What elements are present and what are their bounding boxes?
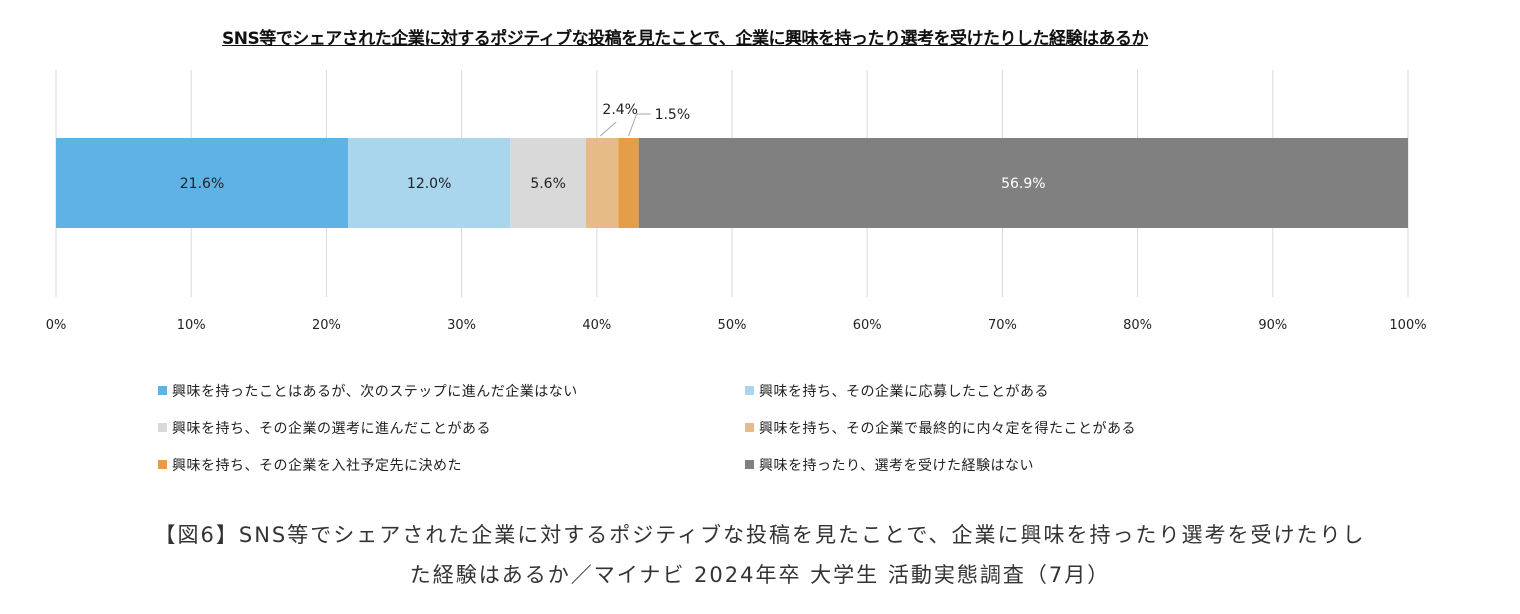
- legend-entry-label: 興味を持ち、その企業で最終的に内々定を得たことがある: [759, 420, 1136, 437]
- callout-leader-line: [599, 121, 617, 137]
- data-label-callout: 1.5%: [655, 107, 691, 123]
- x-tick-label: 50%: [718, 318, 747, 333]
- legend-entry-label: 興味を持ったことはあるが、次のステップに進んだ企業はない: [172, 383, 578, 400]
- callout-leader-line: [628, 113, 638, 137]
- legend-swatch: [745, 423, 754, 432]
- x-tick-label: 70%: [988, 318, 1017, 333]
- x-tick-label: 100%: [1389, 318, 1426, 333]
- data-label: 56.9%: [1001, 176, 1045, 192]
- bar-segment: [510, 138, 586, 228]
- bar-segment: [638, 138, 1408, 228]
- figure-caption: 【図6】SNS等でシェアされた企業に対するポジティブな投稿を見たことで、企業に興…: [0, 515, 1520, 595]
- x-tick-label: 10%: [177, 318, 206, 333]
- bar-segment: [56, 138, 349, 228]
- x-tick-label: 40%: [582, 318, 611, 333]
- data-label: 5.6%: [530, 176, 566, 192]
- x-tick-label: 60%: [853, 318, 882, 333]
- data-label: 21.6%: [180, 176, 224, 192]
- legend-swatch: [745, 386, 754, 395]
- x-tick-label: 20%: [312, 318, 341, 333]
- chart-title: SNS等でシェアされた企業に対するポジティブな投稿を見たことで、企業に興味を持っ…: [221, 29, 1149, 49]
- bar-segment: [618, 138, 639, 228]
- stacked-bar-chart: 0% 10% 20% 30% 40% 50% 60% 70% 80% 90% 100% 21.6% 12…: [46, 70, 1427, 474]
- x-tick-label: 30%: [447, 318, 476, 333]
- x-tick-label: 0%: [46, 318, 67, 333]
- bar-segment: [585, 138, 619, 228]
- legend-entry-label: 興味を持ち、その企業に応募したことがある: [759, 383, 1049, 400]
- caption-line-1: 【図6】SNS等でシェアされた企業に対するポジティブな投稿を見たことで、企業に興…: [154, 523, 1366, 547]
- caption-line-2: た経験はあるか／マイナビ 2024年卒 大学生 活動実態調査（7月）: [409, 563, 1111, 587]
- legend-swatch: [158, 423, 167, 432]
- x-tick-label: 80%: [1123, 318, 1152, 333]
- legend-swatch: [158, 386, 167, 395]
- legend-swatch: [158, 460, 167, 469]
- legend-entry-label: 興味を持ち、その企業を入社予定先に決めた: [172, 457, 462, 474]
- legend-swatch: [745, 460, 754, 469]
- bar-segment: [348, 138, 511, 228]
- data-label: 12.0%: [407, 176, 451, 192]
- legend-entry-label: 興味を持ち、その企業の選考に進んだことがある: [172, 420, 491, 437]
- legend-entry-label: 興味を持ったり、選考を受けた経験はない: [759, 458, 1034, 474]
- data-label-callout: 2.4%: [602, 102, 638, 118]
- x-tick-label: 90%: [1258, 318, 1287, 333]
